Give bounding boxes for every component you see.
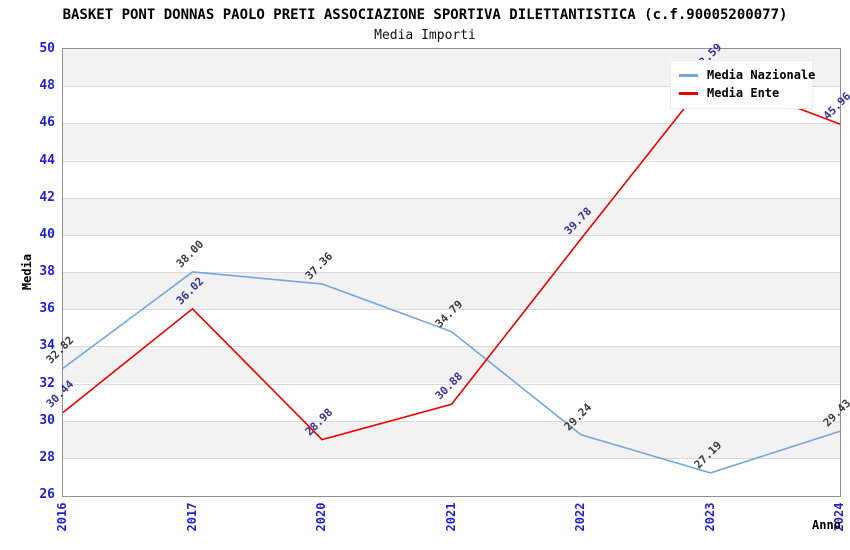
plot-band	[63, 123, 840, 161]
gridline	[63, 123, 840, 125]
x-axis-title: Anno	[812, 518, 841, 532]
series-line	[62, 271, 841, 474]
legend-item-media-nazionale: Media Nazionale	[679, 66, 816, 84]
gridline	[63, 346, 840, 348]
gridline	[63, 383, 840, 385]
plot-band	[63, 346, 840, 384]
y-tick-label: 48	[39, 78, 55, 94]
y-tick-label: 28	[39, 449, 55, 465]
y-tick-label: 32	[39, 375, 55, 391]
plot-band	[63, 197, 840, 235]
y-tick-label: 34	[39, 338, 55, 354]
y-tick-label: 26	[39, 487, 55, 502]
gridline	[63, 309, 840, 311]
gridline	[63, 234, 840, 236]
plot-band	[63, 272, 840, 310]
y-tick-label: 46	[39, 115, 55, 131]
plot-band	[63, 457, 840, 495]
gridline	[63, 197, 840, 199]
legend-label: Media Nazionale	[707, 68, 816, 82]
gridline	[63, 420, 840, 422]
y-tick-label: 36	[39, 301, 55, 317]
legend-swatch-line-icon	[679, 91, 698, 95]
plot-band	[63, 234, 840, 272]
y-tick-label: 50	[39, 41, 55, 56]
chart-subtitle: Media Importi	[374, 28, 476, 43]
gridline	[63, 86, 840, 88]
chart-title: BASKET PONT DONNAS PAOLO PRETI ASSOCIAZI…	[62, 7, 788, 23]
plot-band	[63, 160, 840, 198]
legend-label: Media Ente	[707, 86, 780, 100]
gridline	[63, 457, 840, 459]
legend-item-media-ente: Media Ente	[679, 84, 812, 102]
legend-swatch-line-icon	[679, 73, 698, 77]
plot-area	[62, 48, 841, 497]
gridline	[63, 272, 840, 273]
y-tick-label: 30	[39, 412, 55, 428]
gridline	[63, 160, 840, 162]
plot-band	[63, 383, 840, 421]
plot-band	[63, 309, 840, 347]
plot-band	[63, 420, 840, 458]
y-tick-label: 44	[39, 152, 55, 168]
legend: Media Nazionale Media Ente	[670, 60, 816, 109]
y-tick-label: 38	[39, 264, 55, 279]
y-tick-label: 40	[39, 226, 55, 242]
y-tick-label: 42	[39, 189, 55, 205]
